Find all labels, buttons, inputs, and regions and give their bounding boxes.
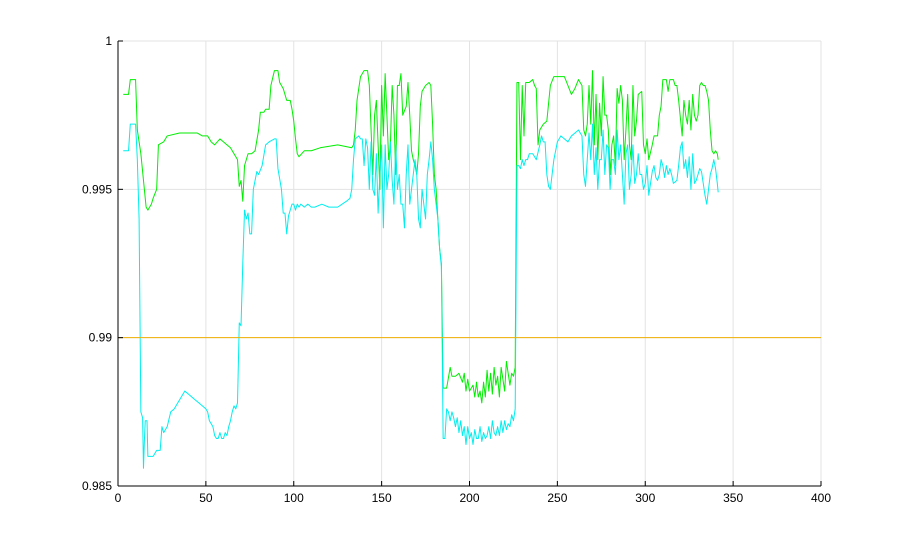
- series-line-1: [123, 70, 719, 404]
- x-tick-label: 50: [199, 491, 213, 505]
- x-tick-label: 400: [811, 491, 831, 505]
- y-tick-label: 0.985: [82, 479, 112, 493]
- x-tick-label: 150: [372, 491, 392, 505]
- data-series: [118, 70, 821, 469]
- x-tick-label: 350: [723, 491, 743, 505]
- x-axis-ticks: 0 50 100 150 200 250 300 350 400: [115, 481, 831, 505]
- x-tick-label: 250: [547, 491, 567, 505]
- y-tick-label: 1: [105, 34, 112, 48]
- x-tick-label: 0: [115, 491, 122, 505]
- x-tick-label: 200: [459, 491, 479, 505]
- y-tick-label: 0.99: [89, 331, 113, 345]
- y-tick-label: 0.995: [82, 182, 112, 196]
- x-tick-label: 300: [635, 491, 655, 505]
- x-tick-label: 100: [284, 491, 304, 505]
- y-axis-ticks: 0.985 0.99 0.995 1: [82, 34, 123, 493]
- series-line-2: [123, 123, 719, 469]
